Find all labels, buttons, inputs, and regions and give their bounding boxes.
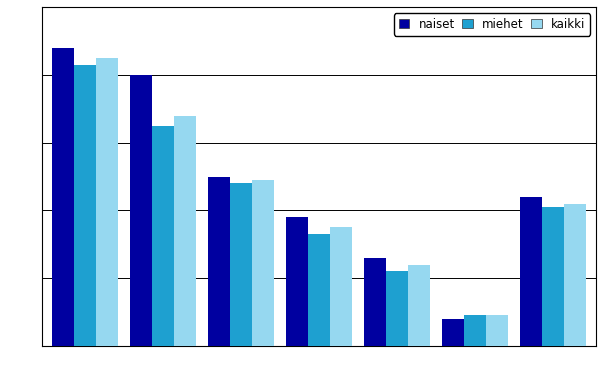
Bar	[287, 217, 308, 346]
Bar	[96, 58, 118, 346]
Bar	[464, 315, 486, 346]
Bar	[486, 315, 508, 346]
Bar	[74, 65, 96, 346]
Bar	[364, 258, 386, 346]
Bar	[442, 319, 464, 346]
Bar	[52, 48, 74, 346]
Bar	[308, 234, 330, 346]
Bar	[208, 177, 230, 346]
Bar	[174, 116, 196, 346]
Bar	[330, 227, 352, 346]
Bar	[542, 207, 564, 346]
Bar	[252, 180, 274, 346]
Bar	[130, 75, 152, 346]
Bar	[152, 126, 174, 346]
Bar	[408, 265, 430, 346]
Bar	[386, 272, 408, 346]
Bar	[564, 204, 586, 346]
Legend: naiset, miehet, kaikki: naiset, miehet, kaikki	[394, 13, 590, 36]
Bar	[230, 183, 252, 346]
Bar	[520, 197, 542, 346]
